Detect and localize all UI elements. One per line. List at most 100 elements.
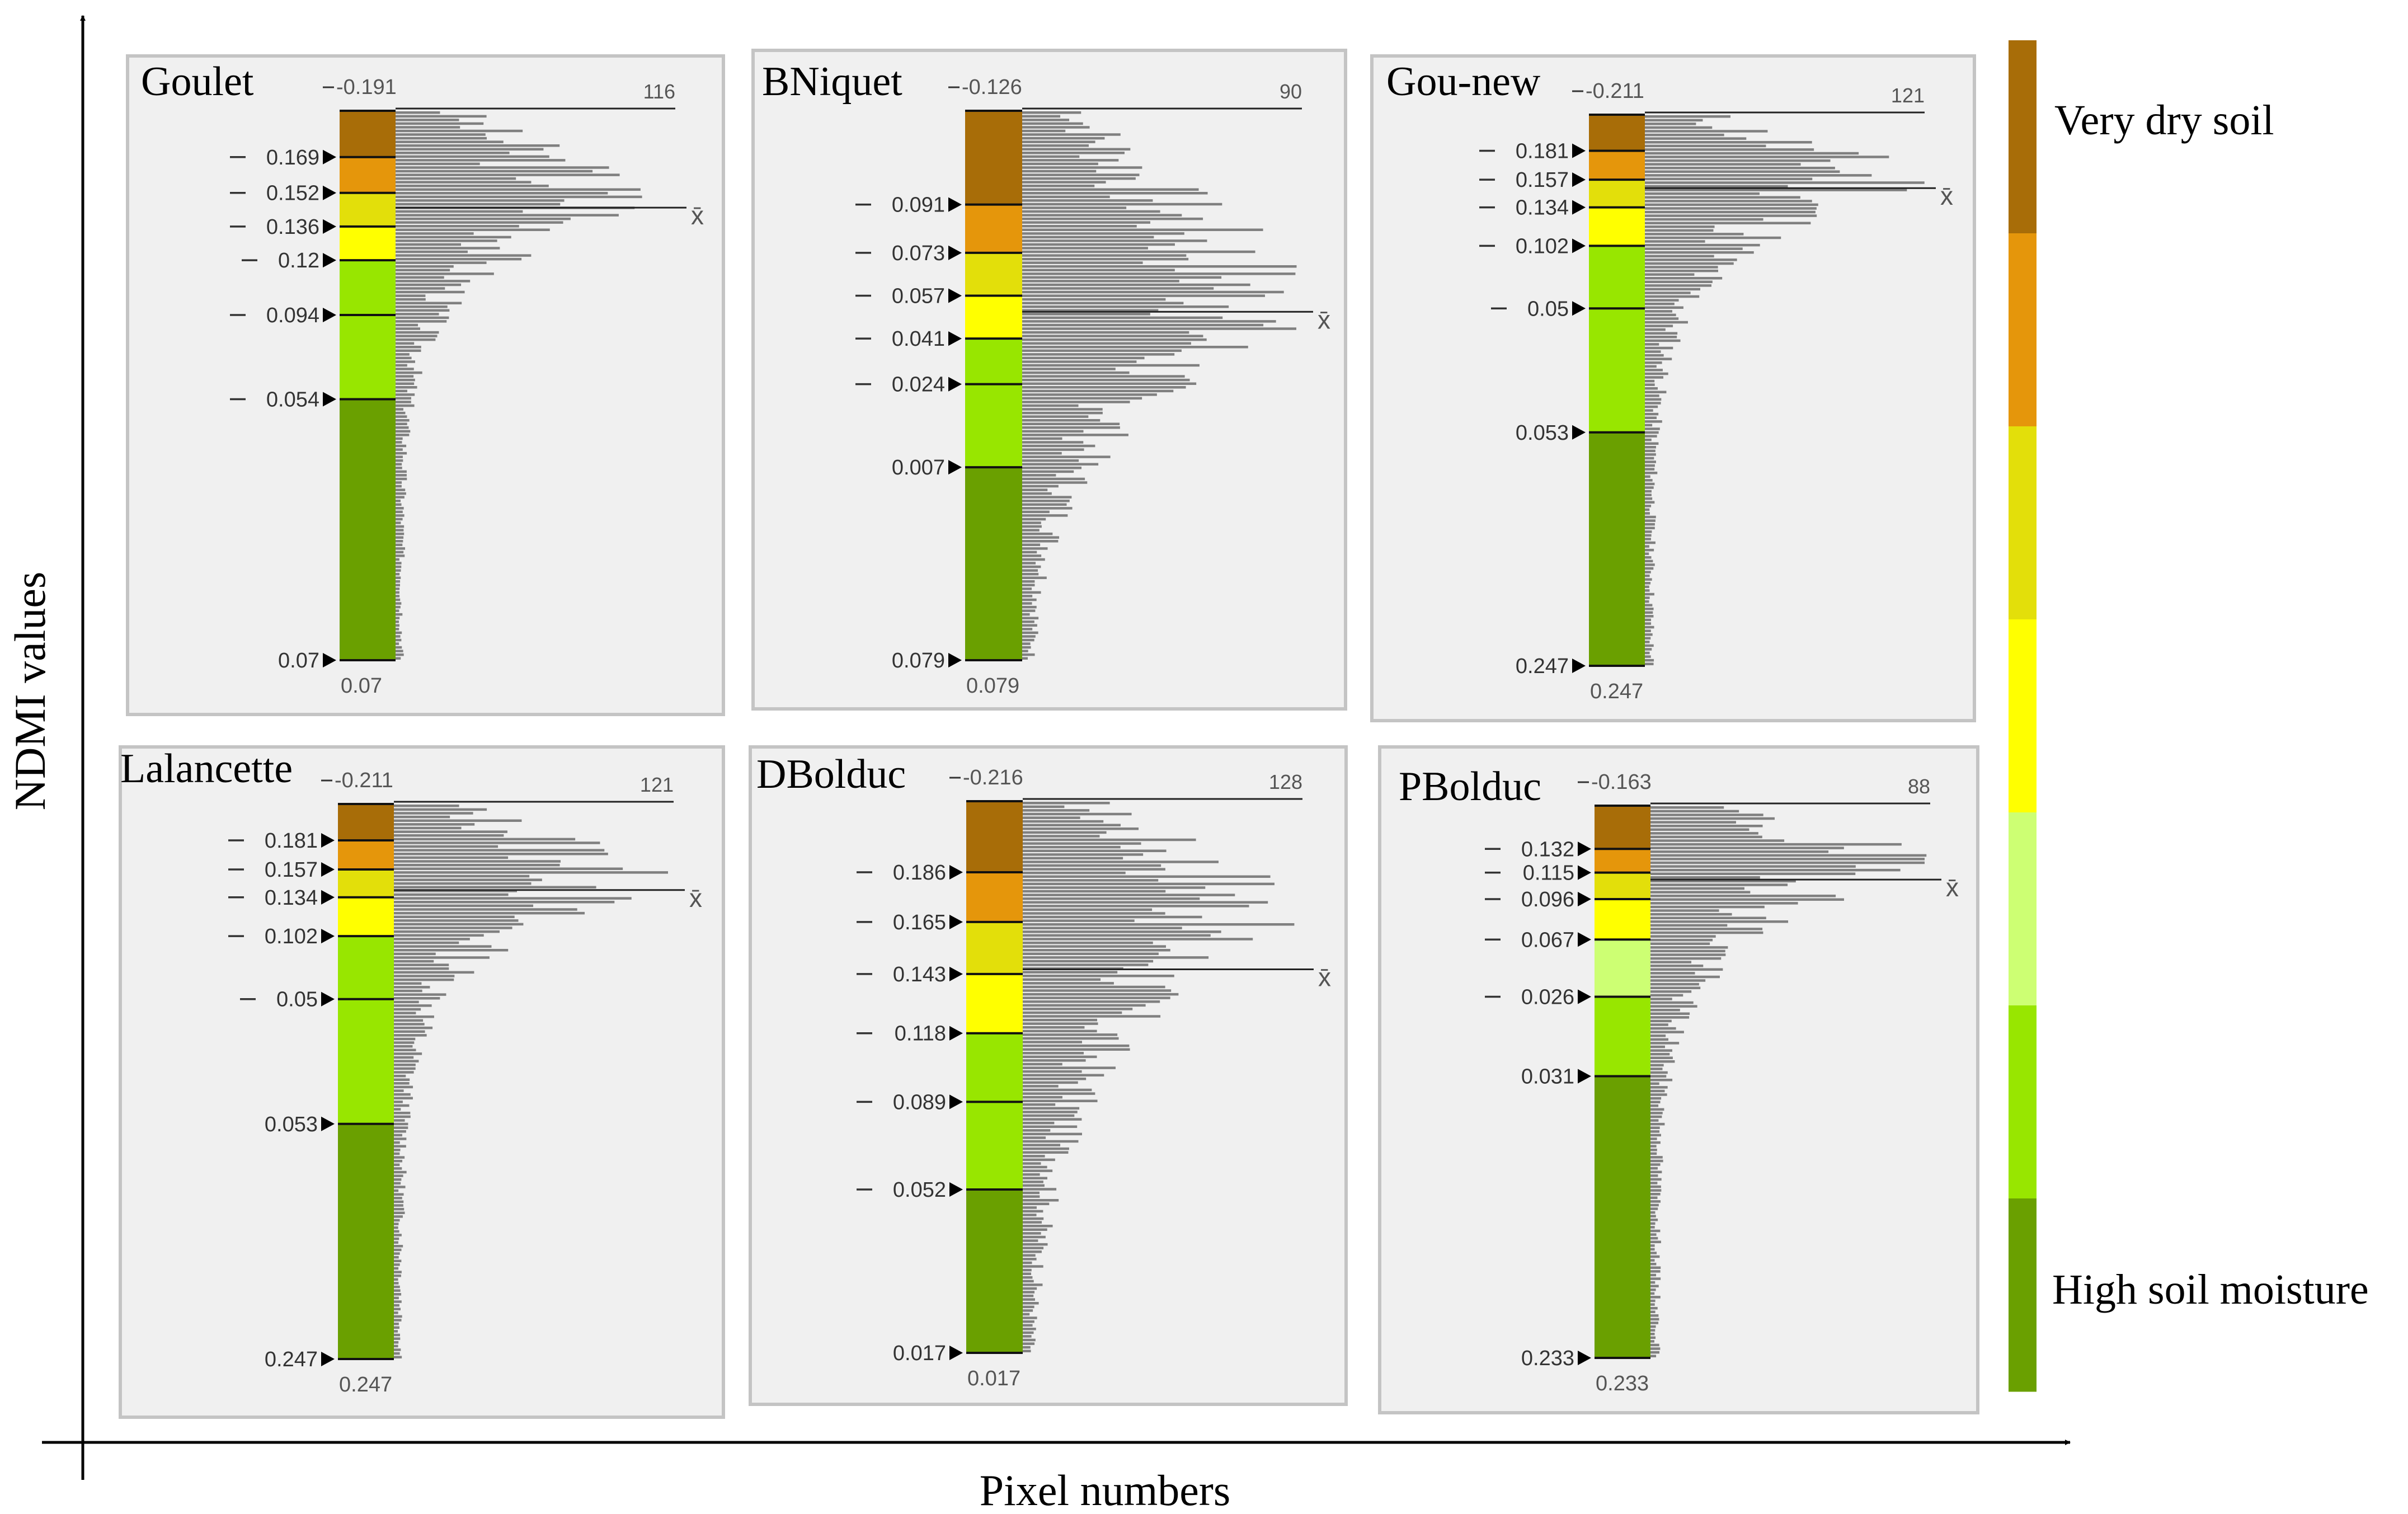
class-band — [965, 295, 1022, 339]
break-label: 0.115 — [1485, 862, 1591, 885]
y-axis-label: NDMI values — [6, 572, 54, 811]
break-value: 0.118 — [895, 1022, 946, 1046]
break-arrow — [321, 1116, 335, 1131]
break-arrow — [1572, 659, 1586, 673]
break-arrow — [323, 392, 336, 407]
panel-bniquet: 90 -0.126 x̄ 0.091 0.073 0.057 0.041 0.024 0.007… — [751, 49, 1347, 711]
class-band — [1589, 207, 1645, 246]
top-value-label: -0.126 — [962, 76, 1022, 99]
break-arrow — [323, 185, 336, 200]
class-band — [338, 1123, 394, 1359]
class-band — [340, 111, 396, 157]
break-arrow — [949, 1026, 963, 1041]
legend-top-label: Very dry soil — [2054, 97, 2274, 144]
top-value-label: -0.211 — [1586, 79, 1644, 103]
break-arrow — [323, 253, 336, 268]
break-arrow — [321, 991, 335, 1007]
break-value: 0.102 — [1516, 234, 1569, 258]
class-band — [965, 111, 1022, 205]
class-band — [338, 840, 394, 869]
legend-bottom-label: High soil moisture — [2052, 1266, 2369, 1313]
break-label: 0.181 — [228, 829, 335, 853]
break-value: 0.053 — [1516, 421, 1569, 445]
break-arrow — [323, 149, 336, 164]
legend-swatch — [2009, 233, 2037, 427]
legend-swatch — [2009, 426, 2037, 620]
break-value: 0.152 — [266, 182, 319, 205]
legend-swatch — [2009, 812, 2037, 1006]
class-band — [966, 1102, 1023, 1190]
break-value: 0.134 — [1516, 196, 1569, 220]
break-arrow — [321, 929, 335, 944]
break-arrow — [949, 1094, 963, 1109]
max-count-label: 90 — [1280, 80, 1302, 103]
panel-title: PBolduc — [1399, 764, 1541, 810]
top-value-label: -0.191 — [336, 76, 397, 99]
break-arrow — [948, 377, 962, 392]
break-value: 0.007 — [892, 456, 945, 479]
panel-dbolduc: 128 -0.216 x̄ 0.186 0.165 0.143 0.118 0.089 0.05… — [749, 745, 1348, 1406]
bottom-break-label: 0.233 — [1521, 1347, 1591, 1370]
class-band — [1589, 308, 1645, 432]
break-label: 0.041 — [855, 327, 962, 351]
class-band — [340, 260, 396, 315]
class-band — [340, 314, 396, 399]
class-band — [965, 384, 1022, 468]
break-label: 0.157 — [228, 858, 335, 882]
break-value: 0.089 — [893, 1090, 946, 1114]
class-band — [965, 204, 1022, 253]
break-label: 0.052 — [857, 1178, 963, 1202]
break-label: 0.05 — [1491, 297, 1586, 321]
break-label: 0.169 — [230, 146, 336, 170]
break-value: 0.057 — [892, 285, 945, 308]
mean-marker: x̄ — [1946, 873, 1959, 902]
max-count-label: 121 — [640, 773, 674, 796]
break-label: 0.143 — [857, 963, 963, 986]
break-arrow — [321, 1352, 335, 1366]
break-arrow — [948, 653, 962, 667]
break-label: 0.181 — [1479, 140, 1586, 163]
break-arrow — [948, 331, 962, 346]
class-band — [340, 192, 396, 227]
break-arrow — [321, 890, 335, 905]
break-label: 0.102 — [1479, 234, 1586, 258]
break-arrow — [321, 833, 335, 848]
break-label: 0.118 — [857, 1022, 963, 1046]
top-value-label: -0.211 — [335, 769, 393, 792]
break-value: 0.053 — [265, 1113, 318, 1136]
break-value: 0.041 — [892, 327, 945, 351]
bottom-value-label: 0.247 — [265, 1348, 318, 1371]
bottom-value-label: 0.07 — [278, 649, 319, 673]
panel-title: Lalancette — [120, 746, 293, 792]
bottom-value-label: 0.233 — [1521, 1347, 1574, 1370]
break-value: 0.096 — [1521, 888, 1574, 911]
class-band — [1595, 872, 1650, 899]
class-band — [338, 869, 394, 897]
panel-background — [1370, 54, 1976, 722]
bottom-break-label: 0.07 — [278, 649, 336, 673]
break-value: 0.031 — [1521, 1065, 1574, 1089]
panel-title: DBolduc — [756, 751, 906, 797]
break-arrow — [323, 219, 336, 234]
break-arrow — [323, 307, 336, 322]
break-arrow — [949, 1346, 963, 1360]
break-arrow — [948, 288, 962, 303]
histogram-bars — [1645, 115, 1925, 665]
legend-swatch — [2009, 40, 2037, 234]
break-label: 0.067 — [1485, 928, 1591, 952]
break-label: 0.132 — [1485, 838, 1591, 861]
panel-title: BNiquet — [762, 59, 902, 105]
break-label: 0.186 — [857, 861, 963, 885]
break-value: 0.134 — [265, 886, 318, 910]
histogram-bars — [1650, 806, 1927, 1357]
break-label: 0.096 — [1485, 888, 1591, 911]
class-band — [1589, 180, 1645, 208]
bottom-axis-value: 0.07 — [341, 674, 382, 698]
class-band — [338, 999, 394, 1124]
break-label: 0.054 — [230, 388, 336, 411]
panel-title: Goulet — [141, 59, 254, 105]
break-value: 0.143 — [893, 963, 946, 986]
bottom-value-label: 0.017 — [893, 1342, 946, 1365]
class-band — [1595, 849, 1650, 873]
figure-axes: NDMI values Pixel numbers — [6, 15, 2071, 1514]
